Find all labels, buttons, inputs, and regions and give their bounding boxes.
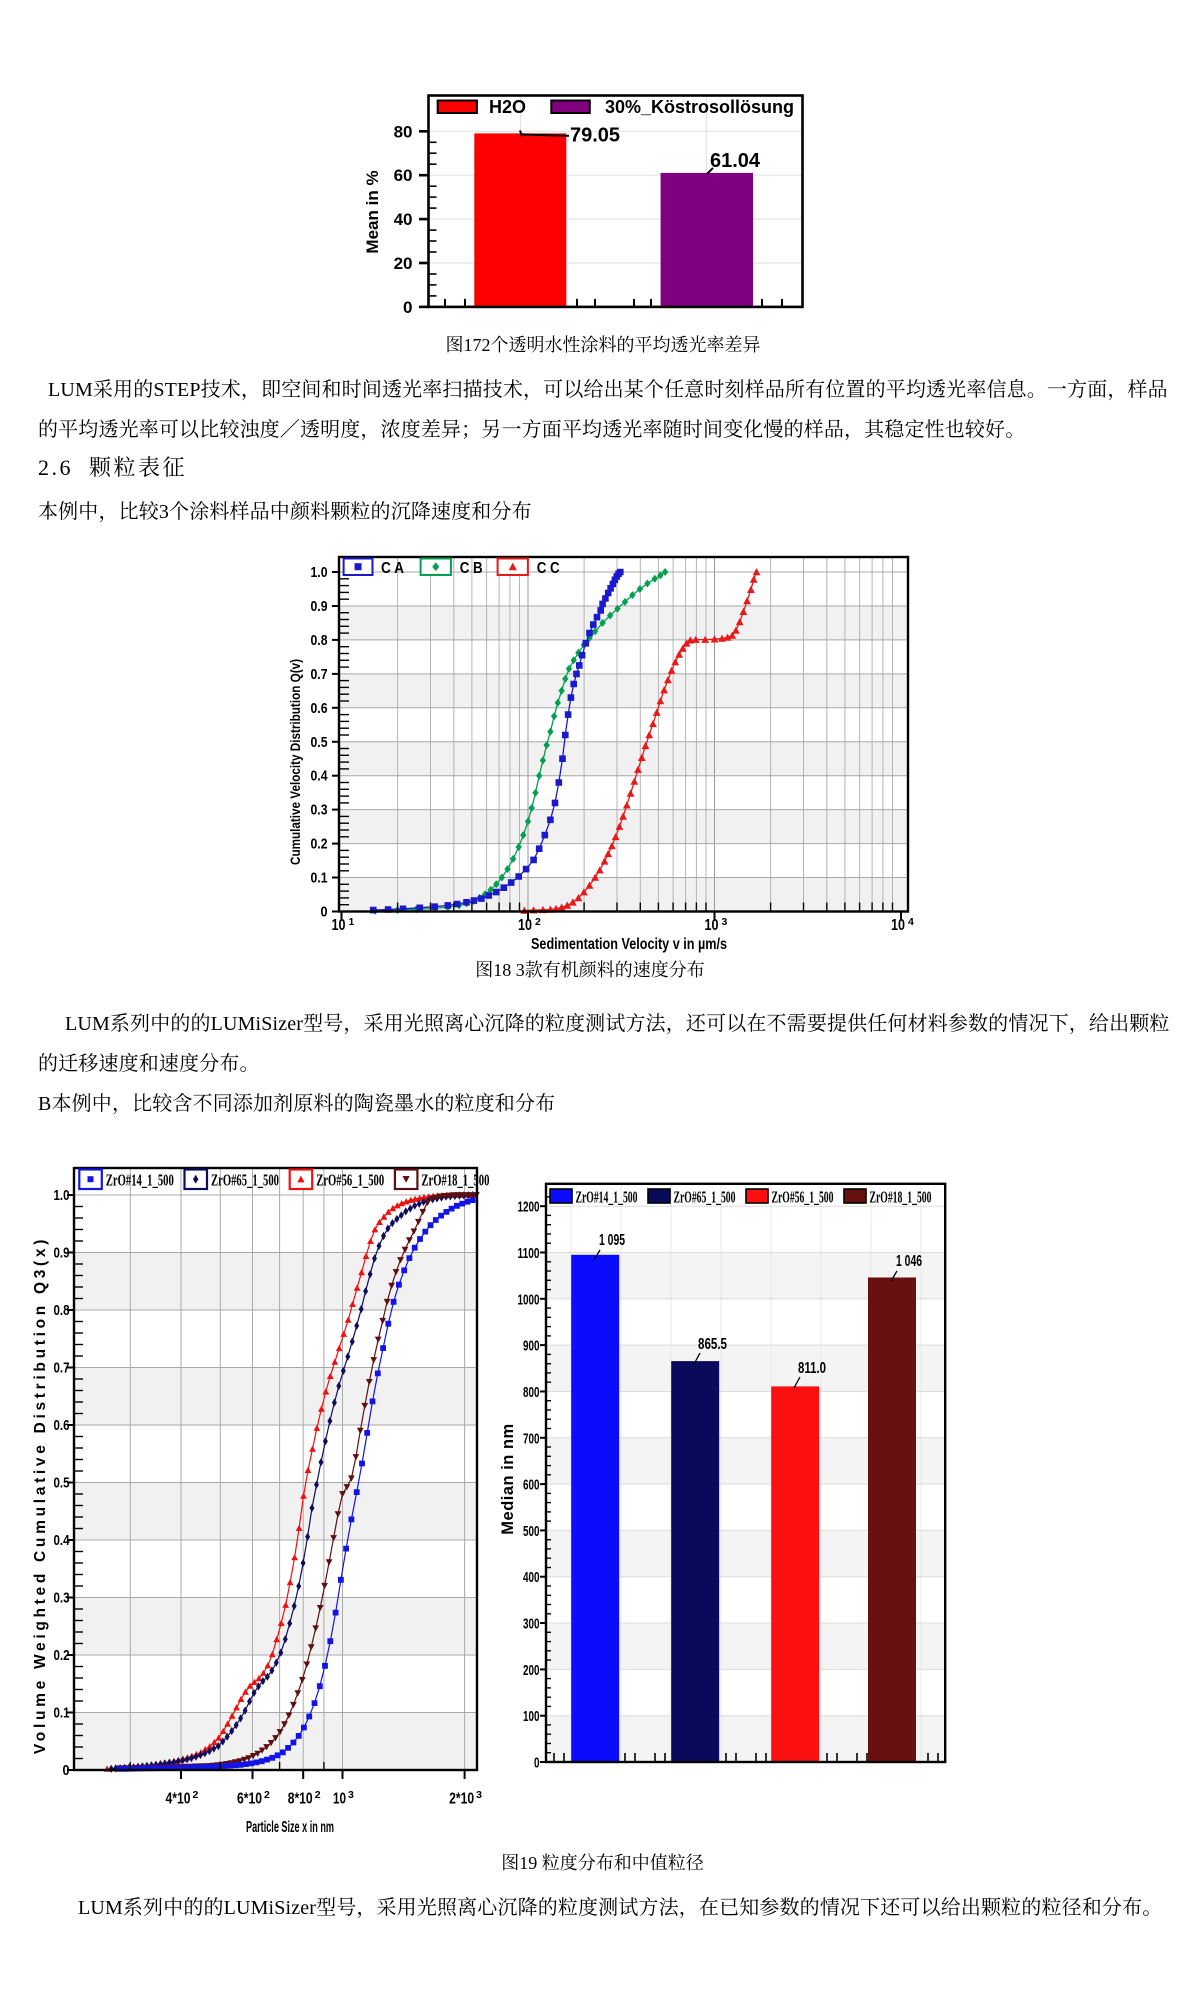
svg-text:1.0: 1.0	[54, 1187, 70, 1204]
svg-text:0.4: 0.4	[311, 769, 328, 785]
svg-text:500: 500	[523, 1523, 540, 1540]
svg-text:C B: C B	[460, 560, 483, 577]
svg-text:3: 3	[476, 1789, 482, 1801]
svg-text:0.7: 0.7	[311, 667, 328, 683]
svg-text:10: 10	[705, 917, 719, 934]
svg-text:Median in nm: Median in nm	[499, 1423, 517, 1534]
svg-text:900: 900	[523, 1338, 540, 1355]
svg-text:0.6: 0.6	[311, 701, 328, 717]
svg-text:1 046: 1 046	[896, 1253, 922, 1270]
svg-text:1 095: 1 095	[599, 1232, 625, 1249]
svg-text:10: 10	[518, 917, 532, 934]
svg-text:0.8: 0.8	[54, 1302, 70, 1319]
svg-text:700: 700	[523, 1430, 540, 1447]
svg-text:H2O: H2O	[489, 97, 526, 117]
svg-text:0.5: 0.5	[54, 1475, 70, 1492]
svg-text:0.3: 0.3	[311, 803, 328, 819]
svg-text:0.2: 0.2	[311, 837, 328, 853]
svg-text:0: 0	[534, 1755, 540, 1772]
svg-text:0.6: 0.6	[54, 1417, 70, 1434]
svg-text:10: 10	[891, 917, 905, 934]
svg-text:Volume Weighted Cumulative Dis: Volume Weighted Cumulative Distribution …	[32, 1236, 49, 1754]
svg-text:30%_Köstrosollösung: 30%_Köstrosollösung	[605, 97, 794, 117]
svg-text:ZrO#14_1_500: ZrO#14_1_500	[576, 1188, 638, 1207]
svg-text:3: 3	[722, 916, 728, 928]
svg-text:C C: C C	[537, 560, 560, 577]
svg-text:200: 200	[523, 1662, 540, 1679]
svg-text:ZrO#65_1_500: ZrO#65_1_500	[211, 1171, 279, 1190]
svg-text:6*10: 6*10	[237, 1791, 262, 1808]
svg-text:3: 3	[348, 1789, 354, 1801]
svg-text:0.9: 0.9	[311, 599, 328, 615]
svg-text:4: 4	[908, 916, 914, 928]
svg-text:C A: C A	[381, 560, 404, 577]
svg-text:2: 2	[535, 916, 541, 928]
svg-text:20: 20	[394, 254, 413, 273]
svg-text:1100: 1100	[518, 1245, 540, 1262]
svg-text:61.04: 61.04	[710, 150, 761, 172]
svg-text:811.0: 811.0	[798, 1360, 826, 1377]
svg-text:0.2: 0.2	[54, 1647, 70, 1664]
svg-text:1000: 1000	[518, 1291, 540, 1308]
svg-text:0.7: 0.7	[54, 1360, 70, 1377]
svg-text:79.05: 79.05	[570, 124, 620, 146]
svg-text:0.4: 0.4	[54, 1532, 70, 1549]
svg-text:1.0: 1.0	[311, 565, 328, 581]
svg-text:400: 400	[523, 1569, 540, 1586]
svg-text:80: 80	[394, 122, 413, 141]
svg-text:0.8: 0.8	[311, 633, 328, 649]
svg-text:ZrO#56_1_500: ZrO#56_1_500	[316, 1171, 384, 1190]
svg-text:ZrO#18_1_500: ZrO#18_1_500	[870, 1188, 932, 1207]
svg-text:800: 800	[523, 1384, 540, 1401]
svg-text:8*10: 8*10	[288, 1791, 313, 1808]
svg-text:300: 300	[523, 1616, 540, 1633]
svg-text:ZrO#14_1_500: ZrO#14_1_500	[106, 1171, 174, 1190]
svg-text:4*10: 4*10	[166, 1791, 191, 1808]
svg-text:0: 0	[63, 1762, 70, 1779]
svg-text:600: 600	[523, 1477, 540, 1494]
svg-text:Particle Size x in nm: Particle Size x in nm	[246, 1819, 334, 1836]
svg-text:Cumulative Velocity Distributi: Cumulative Velocity Distribution Q(v)	[287, 659, 303, 865]
svg-text:40: 40	[394, 210, 413, 229]
svg-text:0.5: 0.5	[311, 735, 328, 751]
svg-text:100: 100	[523, 1708, 540, 1725]
svg-text:Sedimentation Velocity v in µm: Sedimentation Velocity v in µm/s	[531, 936, 727, 953]
svg-text:865.5: 865.5	[698, 1336, 727, 1353]
svg-text:ZrO#65_1_500: ZrO#65_1_500	[674, 1188, 736, 1207]
svg-text:ZrO#56_1_500: ZrO#56_1_500	[772, 1188, 834, 1207]
svg-text:0.3: 0.3	[54, 1590, 70, 1607]
svg-text:2: 2	[193, 1789, 199, 1801]
svg-text:ZrO#18_1_500: ZrO#18_1_500	[421, 1171, 489, 1190]
svg-text:2: 2	[264, 1789, 270, 1801]
svg-text:60: 60	[394, 166, 413, 185]
svg-text:0.1: 0.1	[311, 871, 328, 887]
svg-text:0.9: 0.9	[54, 1245, 70, 1262]
svg-text:1200: 1200	[518, 1199, 540, 1216]
svg-text:2*10: 2*10	[449, 1791, 474, 1808]
svg-text:0.1: 0.1	[54, 1705, 70, 1722]
svg-text:0: 0	[403, 298, 412, 317]
svg-text:1: 1	[349, 916, 355, 928]
svg-text:Mean in %: Mean in %	[363, 170, 382, 253]
svg-text:10: 10	[333, 1791, 346, 1808]
svg-text:10: 10	[332, 917, 346, 934]
svg-text:2: 2	[315, 1789, 321, 1801]
svg-text:0: 0	[321, 905, 328, 921]
